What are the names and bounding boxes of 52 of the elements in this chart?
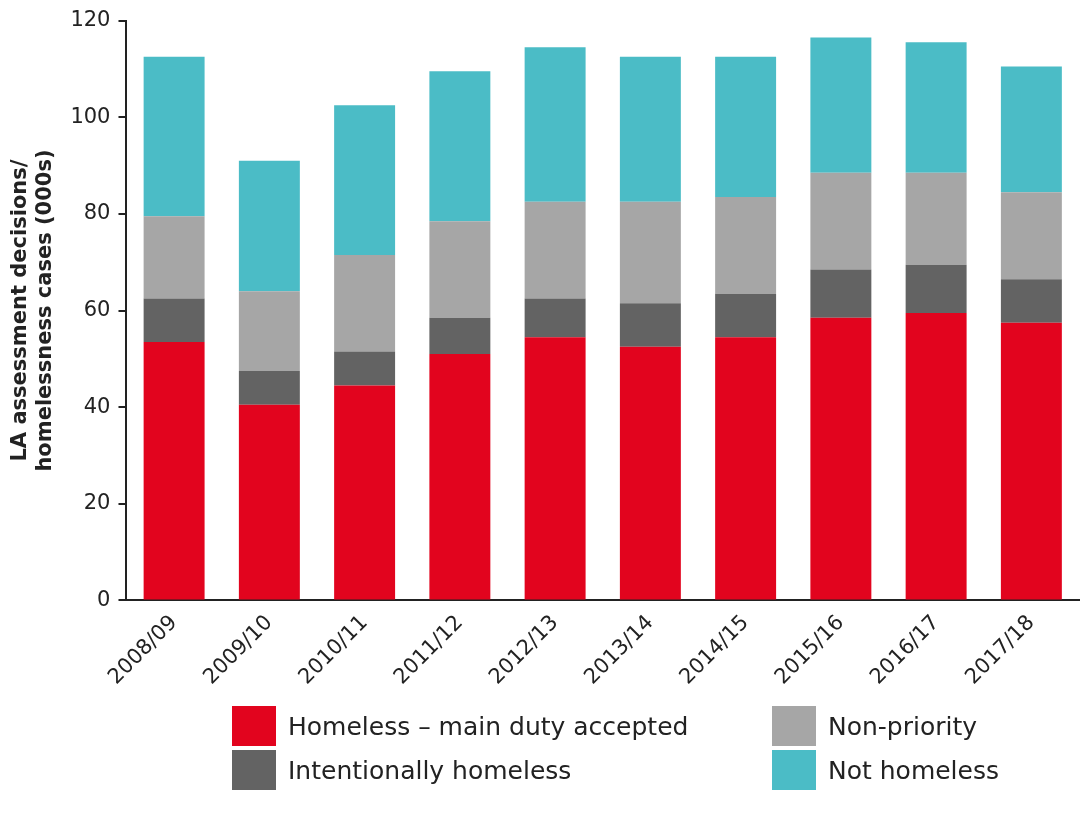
- bar: [143, 216, 205, 299]
- bar: [524, 201, 586, 299]
- bar: [524, 298, 586, 338]
- bar: [429, 221, 491, 318]
- bar: [715, 56, 777, 197]
- y-tick-label: 80: [83, 200, 111, 225]
- bar: [429, 317, 491, 355]
- bar: [429, 71, 491, 222]
- bar: [334, 385, 396, 600]
- bar: [619, 303, 681, 347]
- bar: [238, 160, 300, 292]
- bar: [1000, 66, 1062, 193]
- bar: [524, 47, 586, 202]
- bar: [238, 291, 300, 371]
- bar: [810, 317, 872, 600]
- bar: [524, 337, 586, 600]
- bar: [1000, 279, 1062, 323]
- bar: [1000, 192, 1062, 280]
- legend-label: Intentionally homeless: [288, 755, 572, 785]
- y-axis-title: LA assessment decisions/ homelessness cases (000s): [7, 149, 57, 472]
- y-tick-label: 120: [70, 7, 111, 32]
- bar: [334, 105, 396, 255]
- bar: [715, 337, 777, 600]
- y-tick-label: 0: [97, 586, 111, 611]
- y-tick-label: 40: [83, 393, 111, 418]
- bar: [429, 354, 491, 600]
- bar: [334, 351, 396, 386]
- bar: [143, 56, 205, 217]
- bar: [905, 172, 967, 265]
- legend-label: Not homeless: [828, 755, 999, 785]
- y-tick-label: 100: [70, 103, 111, 128]
- y-tick-label: 60: [83, 297, 111, 321]
- bar: [143, 298, 205, 342]
- bar: [238, 404, 300, 600]
- bar: [619, 346, 681, 600]
- bar: [810, 269, 872, 318]
- bar: [334, 254, 396, 352]
- bar: [619, 201, 681, 304]
- bar: [1000, 322, 1062, 600]
- legend-label: Homeless – main duty accepted: [288, 711, 689, 741]
- bar: [810, 37, 872, 173]
- bar: [905, 42, 967, 173]
- bar: [715, 196, 777, 294]
- bar: [238, 370, 300, 405]
- bar: [905, 264, 967, 313]
- bar: [715, 293, 777, 338]
- legend-label: Non-priority: [828, 711, 978, 741]
- bar: [810, 172, 872, 270]
- bar: [143, 341, 205, 600]
- bar: [619, 56, 681, 202]
- bar: [905, 312, 967, 600]
- y-tick-label: 20: [83, 490, 111, 515]
